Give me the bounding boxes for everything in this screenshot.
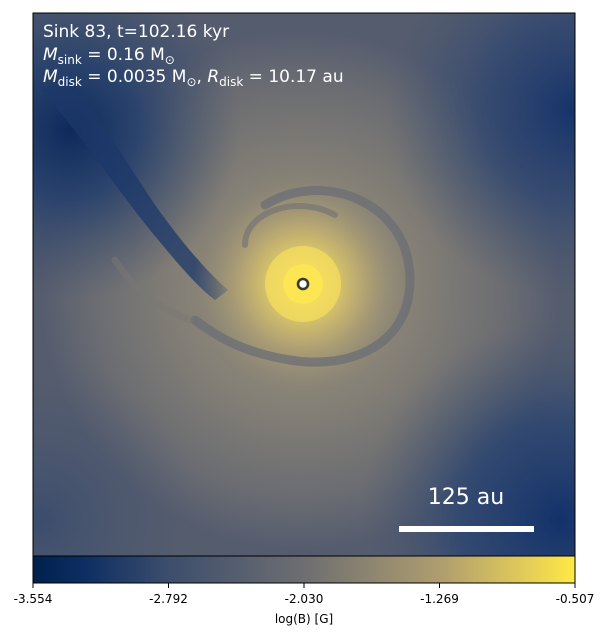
colorbar-tick-1: -2.792 xyxy=(149,592,188,606)
spiral-arm-trail xyxy=(111,256,194,324)
colorbar-gradient xyxy=(32,555,576,584)
colorbar-tick-4: -0.507 xyxy=(556,592,595,606)
colorbar-tick-0: -3.554 xyxy=(14,592,53,606)
colorbar: -3.554 -2.792 -2.030 -1.269 -0.507 log(B… xyxy=(14,555,595,626)
colorbar-tick-3: -1.269 xyxy=(420,592,459,606)
colorbar-tick-2: -2.030 xyxy=(285,592,324,606)
spiral-arm-inner xyxy=(242,203,338,248)
annotation-disk: Mdisk = 0.0035 M⊙, Rdisk = 10.17 au xyxy=(43,67,344,89)
scalebar-label: 125 au xyxy=(428,485,504,510)
scalebar xyxy=(399,526,534,532)
spiral-arm-outer xyxy=(190,186,415,367)
colorbar-label: log(B) [G] xyxy=(275,612,333,626)
annotation-title: Sink 83, t=102.16 kyr xyxy=(43,22,229,42)
annotation-sink-mass: Msink = 0.16 M⊙ xyxy=(43,45,175,67)
sink-marker xyxy=(296,277,310,291)
field-map: Sink 83, t=102.16 kyr Msink = 0.16 M⊙ Md… xyxy=(33,13,575,556)
